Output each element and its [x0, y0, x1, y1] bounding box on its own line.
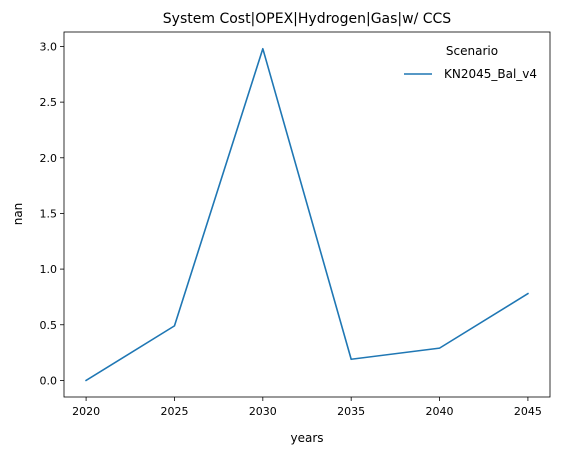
x-tick-label: 2035	[337, 405, 365, 418]
chart-title: System Cost|OPEX|Hydrogen|Gas|w/ CCS	[163, 11, 452, 27]
legend-title: Scenario	[446, 44, 498, 58]
y-tick-label: 0.0	[40, 374, 58, 387]
y-axis-label: nan	[11, 203, 25, 226]
x-tick-label: 2045	[514, 405, 542, 418]
y-tick-label: 2.5	[40, 96, 58, 109]
y-tick-label: 1.0	[40, 263, 58, 276]
y-tick-label: 3.0	[40, 40, 58, 53]
x-tick-label: 2020	[72, 405, 100, 418]
y-axis: 0.0 0.5 1.0 1.5 2.0 2.5 3.0	[40, 40, 64, 387]
plot-frame	[63, 31, 551, 398]
y-tick-label: 1.5	[40, 207, 58, 220]
legend-label-kn2045-bal-v4: KN2045_Bal_v4	[444, 67, 537, 81]
legend: Scenario KN2045_Bal_v4	[404, 44, 537, 81]
series-line-kn2045-bal-v4	[84, 47, 530, 382]
x-tick-label: 2025	[160, 405, 188, 418]
plot-area	[63, 31, 551, 398]
series-layer	[84, 47, 530, 382]
y-tick-label: 0.5	[40, 319, 58, 332]
x-tick-label: 2040	[426, 405, 454, 418]
y-tick-label: 2.0	[40, 152, 58, 165]
x-tick-label: 2030	[249, 405, 277, 418]
x-axis: 2020 2025 2030 2035 2040 2045	[72, 397, 542, 418]
x-axis-label: years	[290, 431, 323, 445]
